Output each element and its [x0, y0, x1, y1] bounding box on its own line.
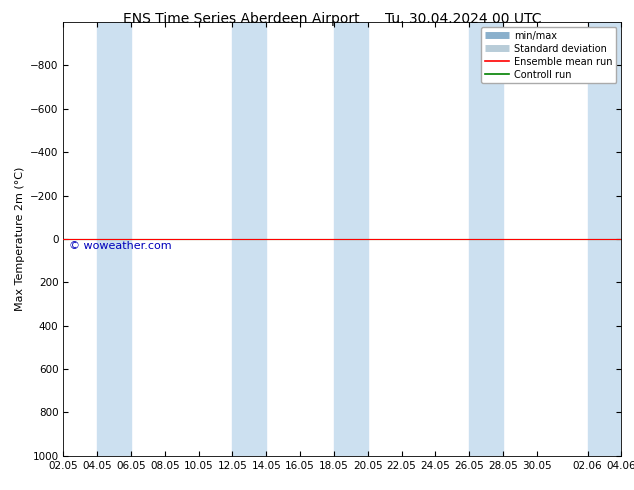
- Bar: [334, 22, 368, 456]
- Text: ENS Time Series Aberdeen Airport: ENS Time Series Aberdeen Airport: [122, 12, 359, 26]
- Text: © woweather.com: © woweather.com: [69, 241, 172, 251]
- Text: Tu. 30.04.2024 00 UTC: Tu. 30.04.2024 00 UTC: [385, 12, 541, 26]
- Bar: [97, 22, 131, 456]
- Bar: [233, 22, 266, 456]
- Y-axis label: Max Temperature 2m (°C): Max Temperature 2m (°C): [15, 167, 25, 311]
- Bar: [588, 22, 621, 456]
- Bar: [469, 22, 503, 456]
- Legend: min/max, Standard deviation, Ensemble mean run, Controll run: min/max, Standard deviation, Ensemble me…: [481, 27, 616, 83]
